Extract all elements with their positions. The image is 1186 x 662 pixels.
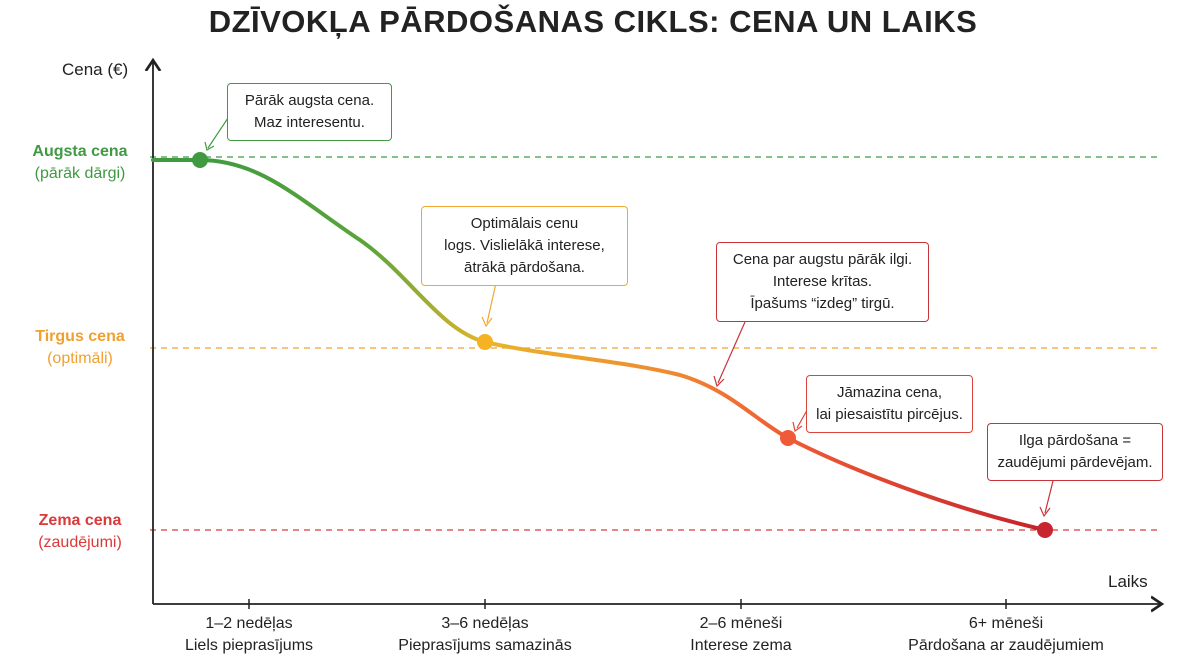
x-category-period: 2–6 mēneši	[699, 615, 783, 632]
callout-long-sale-loss: Ilga pārdošana = zaudējumi pārdevējam.	[987, 423, 1163, 481]
price-curve	[151, 158, 1047, 532]
x-category-desc: Pārdošana ar zaudējumiem	[908, 637, 1104, 654]
level-label-high: Augsta cena (pārāk dārgi)	[20, 141, 140, 185]
level-title: Zema cena	[38, 512, 122, 529]
x-category-period: 3–6 nedēļas	[441, 615, 529, 632]
page-title: DZĪVOKĻA PĀRDOŠANAS CIKLS: CENA UN LAIKS	[208, 4, 978, 39]
level-subtitle: (pārāk dārgi)	[34, 165, 126, 182]
x-axis-label: Laiks	[1108, 572, 1148, 591]
level-title: Augsta cena	[32, 143, 128, 160]
level-label-market: Tirgus cena (optimāli)	[20, 326, 140, 370]
callout-high-price: Pārāk augsta cena. Maz interesentu.	[227, 83, 392, 141]
x-category-desc: Interese zema	[690, 637, 792, 654]
high-price-point	[192, 152, 208, 168]
callout-arrow-high	[207, 117, 229, 149]
x-category-desc: Liels pieprasījums	[184, 637, 314, 654]
loss-point	[1037, 522, 1053, 538]
x-category: 3–6 nedēļas Pieprasījums samazinās	[365, 613, 605, 657]
callout-property-burns: Cena par augstu pārāk ilgi. Interese krī…	[716, 242, 929, 322]
x-category-period: 1–2 nedēļas	[205, 615, 293, 632]
callout-reduce-price: Jāmazina cena, lai piesaistītu pircējus.	[806, 375, 973, 433]
level-label-low: Zema cena (zaudējumi)	[20, 510, 140, 554]
x-category-desc: Pieprasījums samazinās	[398, 637, 572, 654]
x-category-period: 6+ mēneši	[968, 615, 1044, 632]
callout-arrow-burn	[717, 321, 746, 384]
x-category: 2–6 mēneši Interese zema	[621, 613, 861, 657]
level-subtitle: (optimāli)	[47, 350, 113, 367]
price-cut-point	[780, 430, 796, 446]
x-category: 6+ mēneši Pārdošana ar zaudējumiem	[886, 613, 1126, 657]
level-subtitle: (zaudējumi)	[38, 534, 122, 551]
x-category: 1–2 nedēļas Liels pieprasījums	[129, 613, 369, 657]
callout-optimal-window: Optimālais cenu logs. Vislielākā interes…	[421, 206, 628, 286]
level-title: Tirgus cena	[35, 328, 125, 345]
market-price-point	[477, 334, 493, 350]
callout-arrow-market	[486, 282, 497, 324]
y-axis-label: Cena (€)	[62, 60, 129, 79]
